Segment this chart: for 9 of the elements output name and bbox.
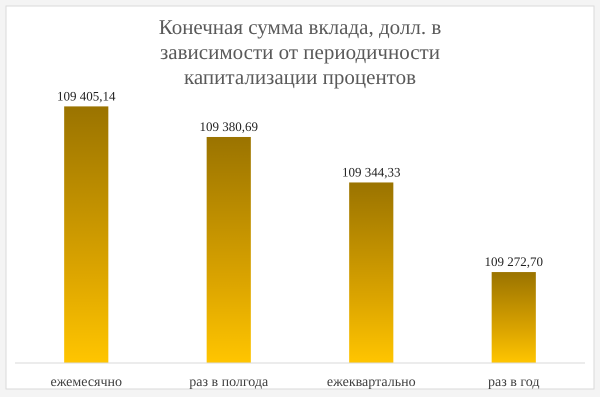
data-label: 109 405,14 [57,88,116,104]
x-tick-label: ежемесячно [50,375,122,390]
x-tick-label: ежеквартально [326,375,416,390]
data-label: 109 272,70 [484,254,543,270]
data-label: 109 344,33 [342,164,400,180]
x-tick-label: раз в полгода [189,375,270,390]
text: Конечная сумма вклада, долл. в зависимости от периодичности капитализации процентов [158,15,442,89]
data-label: 109 380,69 [200,118,258,134]
x-tick-label: раз в год [488,375,540,390]
